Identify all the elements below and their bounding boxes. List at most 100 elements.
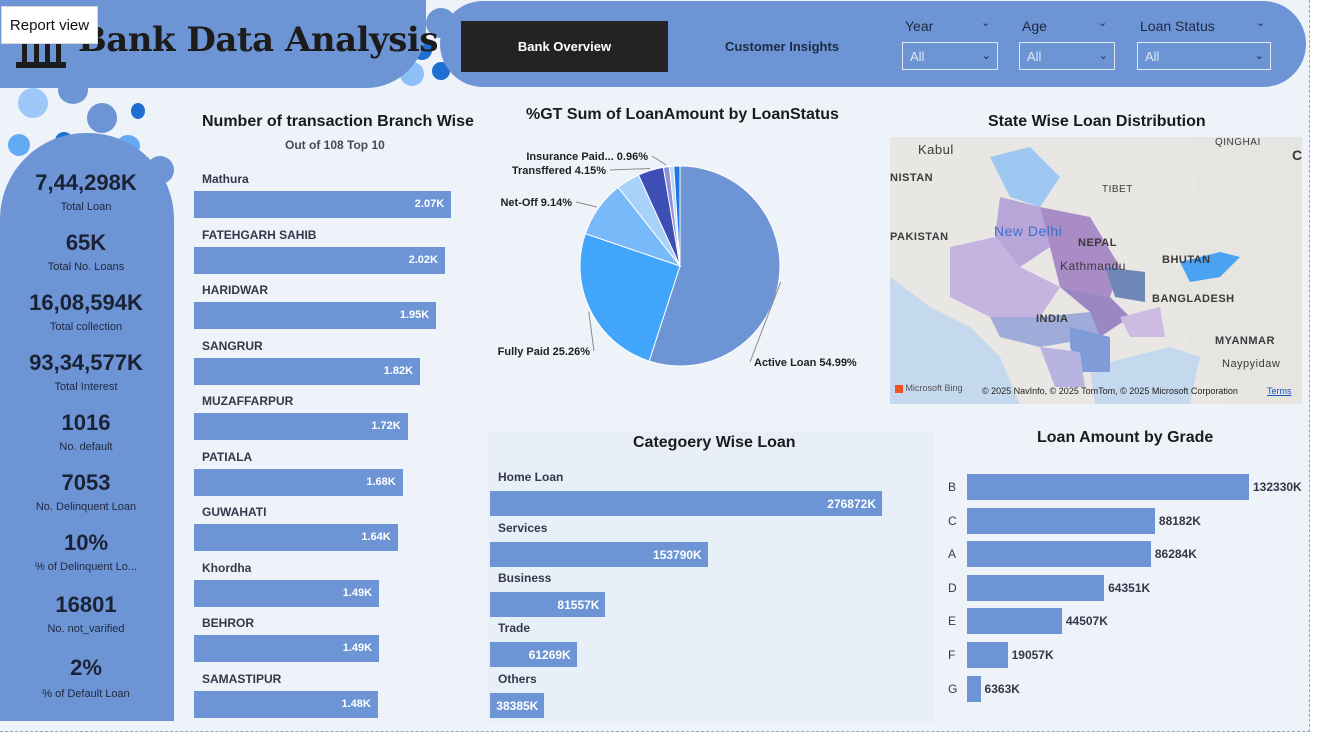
age-slicer-label: Age	[1022, 18, 1047, 34]
grade-bar[interactable]	[967, 541, 1151, 568]
branch-bar[interactable]: 1.82K	[194, 357, 421, 385]
pie-leader-line	[749, 281, 782, 363]
age-slicer[interactable]: All ⌄	[1019, 42, 1115, 70]
category-bar[interactable]: 38385K	[490, 693, 545, 718]
branch-label: PATIALA	[202, 449, 253, 464]
grade-bar[interactable]	[967, 474, 1249, 500]
year-slicer-value: All	[910, 48, 925, 64]
category-value-label: 81557K	[557, 598, 600, 612]
map-label: New Delhi	[994, 223, 1063, 239]
report-view-tooltip: Report view	[1, 6, 98, 44]
category-value-label: 153790K	[653, 548, 702, 562]
kpi-label: % of Delinquent Lo...	[34, 561, 138, 573]
map-label: QINGHAI	[1215, 137, 1261, 148]
branch-label: SAMASTIPUR	[202, 671, 282, 686]
chevron-down-icon[interactable]: ⌄	[1256, 16, 1266, 29]
kpi-panel	[0, 133, 174, 721]
branch-value-label: 2.02K	[408, 253, 438, 266]
grade-bar[interactable]	[967, 608, 1062, 635]
grade-label: E	[948, 614, 957, 629]
age-slicer-value: All	[1027, 48, 1042, 64]
branch-value-label: 1.82K	[383, 364, 414, 377]
decor-bubble	[131, 103, 145, 119]
category-bar[interactable]: 81557K	[490, 592, 606, 617]
map-shapes	[890, 137, 1302, 404]
customer-insights-button[interactable]: Customer Insights	[724, 39, 840, 54]
branch-value-label: 1.95K	[399, 309, 430, 321]
loan-status-slicer-label: Loan Status	[1140, 18, 1215, 34]
branch-value-label: 1.49K	[342, 642, 373, 654]
map-terms-link[interactable]: Terms	[1267, 386, 1292, 396]
pie-chart-title: %GT Sum of LoanAmount by LoanStatus	[526, 106, 839, 123]
kpi-value: 2%	[70, 655, 102, 680]
branch-label: GUWAHATI	[202, 505, 267, 519]
pie-slice[interactable]	[648, 165, 781, 367]
category-panel	[488, 432, 934, 722]
category-value-label: 38385K	[496, 699, 539, 713]
grade-value-label: 64351K	[1108, 580, 1151, 595]
branch-value-label: 1.64K	[361, 531, 391, 543]
branch-bar[interactable]: 1.49K	[194, 635, 380, 662]
kpi-value: 7053	[61, 470, 111, 495]
loan-status-slicer-value: All	[1145, 48, 1160, 64]
map-copyright: © 2025 NavInfo, © 2025 TomTom, © 2025 Mi…	[982, 386, 1238, 396]
pie-data-label: Insurance Paid... 0.96%	[526, 151, 648, 163]
grade-label: A	[948, 547, 957, 562]
map-label: INDIA	[1036, 313, 1069, 325]
branch-value-label: 2.07K	[414, 198, 445, 210]
branch-bar[interactable]: 1.95K	[194, 302, 437, 329]
loan-status-slicer[interactable]: All ⌄	[1137, 42, 1271, 70]
branch-bar[interactable]: 1.48K	[194, 690, 378, 718]
decor-bubble	[8, 134, 30, 156]
pie-leader-line	[588, 311, 595, 352]
kpi-value: 10%	[63, 530, 109, 555]
map-label: NEPAL	[1078, 237, 1117, 249]
page-title: Bank Data Analysis	[78, 20, 438, 60]
grade-bar[interactable]	[967, 507, 1155, 534]
chevron-down-icon[interactable]: ⌄	[981, 16, 991, 29]
chevron-down-icon: ⌄	[1254, 50, 1264, 62]
pie-leader-line	[651, 155, 667, 166]
branch-bar[interactable]: 1.49K	[194, 579, 380, 607]
india-map[interactable]: Kabul QINGHAI C NISTAN TIBET PAKISTAN Ne…	[890, 137, 1302, 404]
category-bar[interactable]: 276872K	[490, 491, 882, 516]
grade-value-label: 88182K	[1158, 513, 1201, 528]
category-label: Trade	[498, 621, 531, 635]
grade-value-label: 86284K	[1154, 547, 1197, 562]
pie-slice[interactable]	[673, 165, 681, 267]
branch-bar[interactable]: 1.64K	[194, 524, 398, 551]
category-bar[interactable]: 153790K	[490, 542, 708, 567]
branch-bar[interactable]: 2.07K	[194, 191, 452, 218]
grade-bar[interactable]	[967, 574, 1105, 601]
decor-bubble	[18, 88, 48, 118]
grade-value-label: 6363K	[984, 681, 1020, 696]
category-value-label: 61269K	[528, 648, 571, 662]
kpi-label: No. default	[59, 441, 113, 453]
branch-label: SANGRUR	[202, 338, 263, 353]
branch-value-label: 1.68K	[366, 475, 396, 488]
branch-bar[interactable]: 1.68K	[194, 468, 403, 496]
branch-label: Mathura	[202, 172, 249, 186]
grade-label: F	[948, 648, 956, 662]
pie-data-label: Fully Paid 25.26%	[498, 346, 591, 358]
pie-chart: Active Loan 54.99% Fully Paid 25.26% Net-O…	[498, 151, 857, 369]
year-slicer[interactable]: All ⌄	[902, 42, 998, 70]
branch-bar[interactable]: 1.72K	[194, 413, 408, 440]
category-bar[interactable]: 61269K	[490, 642, 577, 667]
kpi-value: 16801	[55, 592, 117, 617]
map-label: BANGLADESH	[1152, 293, 1235, 305]
grade-bar[interactable]	[967, 642, 1008, 668]
chevron-down-icon[interactable]: ⌄	[1098, 16, 1108, 29]
map-label: BHUTAN	[1162, 254, 1211, 266]
grade-value-label: 44507K	[1065, 614, 1108, 629]
branch-bar[interactable]: 2.02K	[194, 246, 445, 274]
pie-slice[interactable]	[579, 232, 681, 362]
kpi-label: Total Loan	[60, 201, 112, 213]
kpi-value: 1016	[61, 410, 111, 435]
grade-bar[interactable]	[967, 675, 981, 702]
pie-data-label: Net-Off 9.14%	[500, 197, 572, 209]
chevron-down-icon: ⌄	[981, 50, 991, 62]
map-label: NISTAN	[890, 172, 934, 184]
bank-overview-button[interactable]: Bank Overview	[461, 21, 668, 72]
map-label: PAKISTAN	[890, 231, 949, 243]
